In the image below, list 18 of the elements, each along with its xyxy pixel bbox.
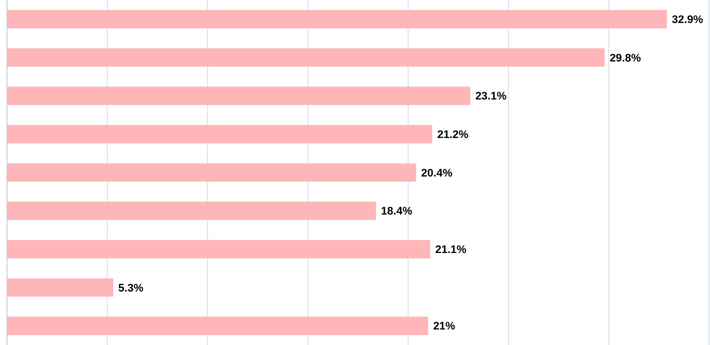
data-label: 20.4% <box>421 167 453 180</box>
bar <box>7 124 432 144</box>
bar <box>7 86 470 106</box>
bar <box>7 10 667 28</box>
data-label: 32.9% <box>672 14 704 26</box>
data-label: 18.4% <box>381 206 412 218</box>
bar <box>7 278 114 297</box>
data-label: 21% <box>433 320 456 333</box>
data-label: 21.2% <box>437 129 469 142</box>
bar <box>7 163 416 182</box>
data-label: 29.8% <box>610 52 642 64</box>
bar <box>7 240 430 258</box>
bar <box>7 202 376 220</box>
bar <box>7 316 428 336</box>
bar <box>7 48 605 67</box>
data-label: 21.1% <box>435 244 467 256</box>
data-label: 5.3% <box>118 282 144 294</box>
data-label: 23.1% <box>475 90 507 103</box>
